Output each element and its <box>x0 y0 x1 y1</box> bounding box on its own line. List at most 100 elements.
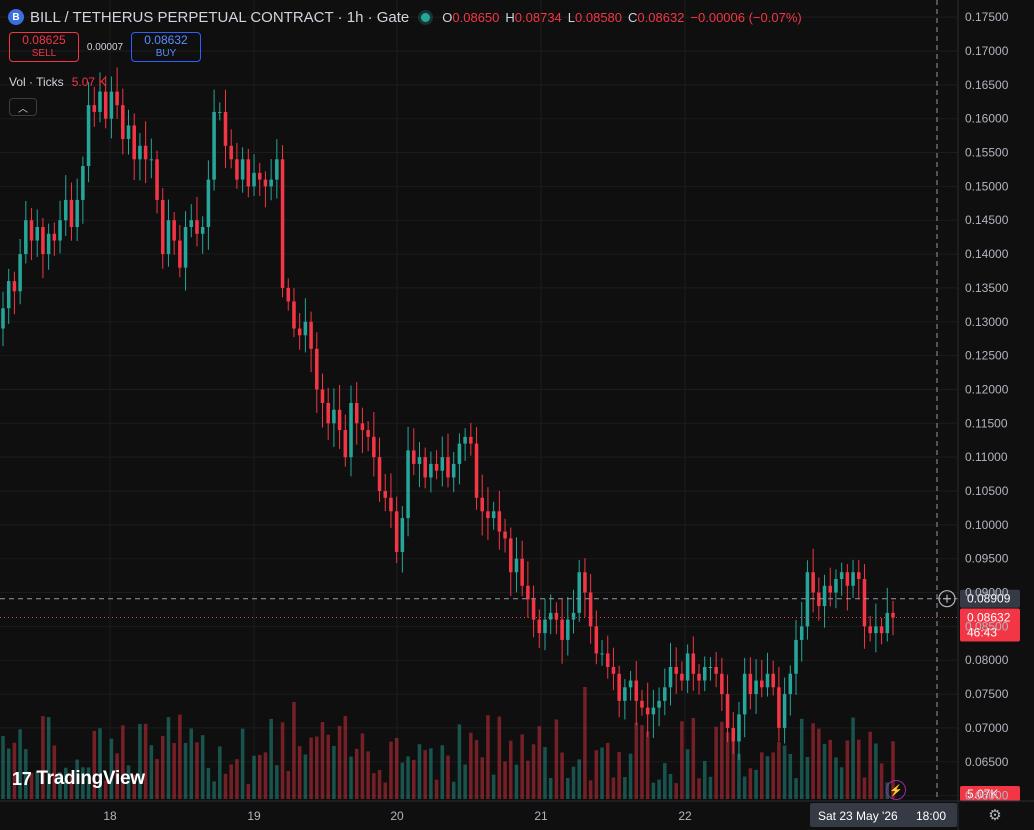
volume-bar <box>292 701 296 799</box>
volume-bar <box>86 767 91 799</box>
volume-legend-label: Vol · Ticks <box>9 75 64 89</box>
ohlc-values: O0.08650 H0.08734 L0.08580 C0.08632 −0.0… <box>442 9 802 25</box>
candle-body <box>491 511 496 519</box>
candle-body <box>143 145 148 160</box>
candle-body <box>206 179 211 227</box>
plus-circle-icon[interactable] <box>938 590 956 608</box>
market-status-icon <box>421 12 431 22</box>
high-value: 0.08734 <box>514 9 562 25</box>
buy-button[interactable]: 0.08632 BUY <box>131 32 201 62</box>
crosshair-time-box <box>810 803 957 827</box>
symbol-title[interactable]: BILL / TETHERUS PERPETUAL CONTRACT · 1h … <box>30 8 410 26</box>
volume-bar <box>58 772 62 799</box>
candle-body <box>777 687 781 728</box>
candle-body <box>229 145 233 160</box>
candle-body <box>92 105 97 112</box>
candle-body <box>320 389 325 403</box>
lightning-icon[interactable]: ⚡ <box>886 780 906 800</box>
candle-body <box>69 199 74 227</box>
candle-body <box>794 639 798 674</box>
candle-body <box>474 443 479 498</box>
candle-body <box>691 653 696 674</box>
candle-body <box>634 680 639 701</box>
candle-body <box>531 599 536 620</box>
price-tick-label: 0.11000 <box>965 450 1008 464</box>
volume-bar <box>491 774 496 799</box>
candle-body <box>520 558 524 586</box>
sell-price: 0.08625 <box>22 33 66 47</box>
volume-bar <box>508 740 513 799</box>
tradingview-logo[interactable]: 17 TradingView <box>12 768 145 790</box>
candle-body <box>349 403 353 458</box>
volume-bar <box>839 767 844 799</box>
candle-body <box>503 531 507 539</box>
candle-body <box>81 166 85 200</box>
candle-body <box>269 179 273 187</box>
volume-bar <box>412 759 416 799</box>
candle-body <box>343 430 348 458</box>
volume-bar <box>81 767 85 799</box>
candle-body <box>605 653 610 667</box>
candle-body <box>166 220 171 255</box>
volume-bar <box>543 747 547 799</box>
candle-body <box>685 653 690 681</box>
candle-body <box>720 673 724 695</box>
candle-body <box>280 159 285 288</box>
volume-bar <box>531 744 536 799</box>
volume-bar <box>240 728 245 799</box>
candle-body <box>12 281 17 292</box>
volume-bar <box>623 777 627 799</box>
candle-body <box>817 592 821 607</box>
volume-bar <box>674 783 678 799</box>
price-tick-label: 0.06500 <box>965 755 1009 769</box>
volume-bar <box>143 723 148 799</box>
volume-bar <box>223 773 228 799</box>
volume-bar <box>69 773 74 799</box>
collapse-legend-button[interactable]: ︿ <box>9 98 37 116</box>
volume-bar <box>594 750 599 799</box>
candle-body <box>292 301 296 329</box>
candle-body <box>857 572 861 579</box>
price-tick-label: 0.16500 <box>965 78 1009 92</box>
candle-body <box>63 199 68 221</box>
volume-bar <box>834 757 838 799</box>
time-tick-label: 19 <box>247 809 261 823</box>
candle-body <box>480 497 484 512</box>
volume-bar <box>560 752 564 799</box>
crosshair-time-label-2: 18:00 <box>916 809 946 823</box>
candle-body <box>412 450 416 464</box>
candle-body <box>366 430 370 437</box>
volume-bar <box>440 745 445 799</box>
volume-bar <box>332 745 336 799</box>
volume-bar <box>788 753 793 799</box>
candle-body <box>46 233 51 255</box>
candle-body <box>429 463 433 478</box>
volume-bar <box>805 756 810 799</box>
volume-bars <box>1 686 895 799</box>
volume-bar <box>257 754 262 799</box>
change-value: −0.00006 (−0.07%) <box>690 9 802 25</box>
candle-body <box>360 423 365 431</box>
volume-bar <box>680 721 684 799</box>
volume-legend[interactable]: Vol · Ticks 5.07 K <box>9 75 106 89</box>
time-tick-label: 22 <box>678 809 692 823</box>
volume-bar <box>548 777 553 799</box>
candle-body <box>195 220 199 234</box>
candle-body <box>885 612 890 634</box>
buy-label: BUY <box>155 48 177 59</box>
logo-text: TradingView <box>36 768 145 789</box>
volume-bar <box>566 777 570 799</box>
volume-bar <box>817 728 821 799</box>
volume-bar <box>605 742 610 799</box>
price-tick-label: 0.17000 <box>965 44 1009 58</box>
candle-body <box>218 111 222 113</box>
candle-body <box>828 585 833 593</box>
candle-body <box>389 497 393 512</box>
sell-button[interactable]: 0.08625 SELL <box>9 32 79 62</box>
close-value: 0.08632 <box>637 9 685 25</box>
price-tick-label: 0.16000 <box>965 112 1009 126</box>
volume-bar <box>429 748 433 799</box>
gear-icon[interactable]: ⚙ <box>988 807 1002 824</box>
